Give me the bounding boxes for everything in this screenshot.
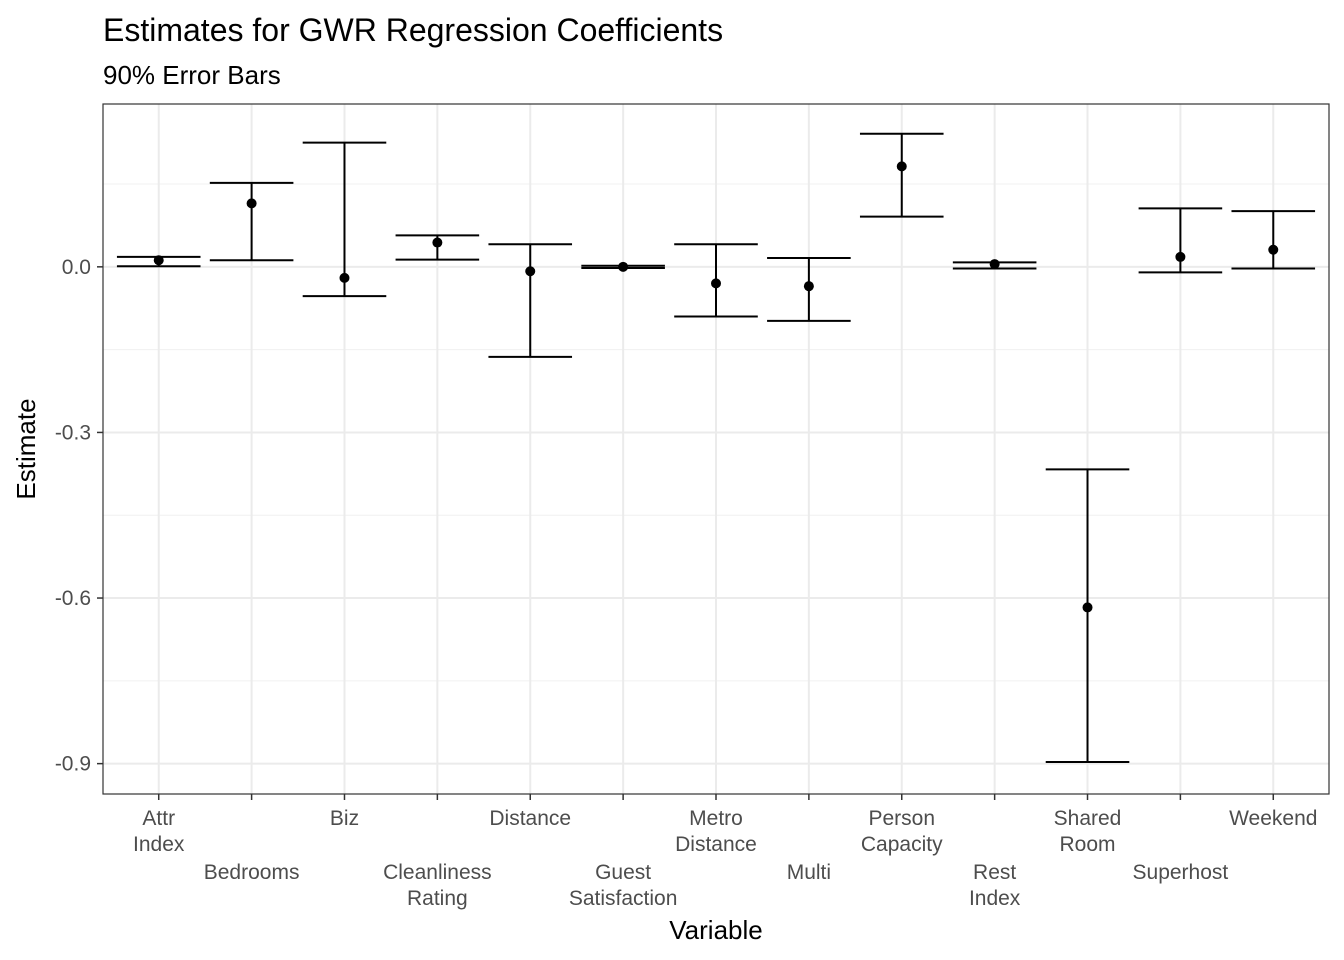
x-tick-label: Rating <box>407 887 468 910</box>
estimate-points <box>153 161 1279 613</box>
x-tick-label: Metro <box>689 807 743 830</box>
x-tick-label: Rest <box>973 861 1016 884</box>
x-tick-label: Room <box>1059 833 1115 856</box>
x-tick-label: Superhost <box>1133 861 1229 884</box>
x-tick-label: Capacity <box>861 833 943 856</box>
estimate-point <box>711 278 721 289</box>
estimate-point <box>432 237 443 248</box>
estimate-point <box>525 266 536 277</box>
estimate-point <box>1268 244 1279 255</box>
x-tick-label: Index <box>969 887 1021 910</box>
x-tick-label: Shared <box>1054 807 1122 830</box>
x-tick-label: Distance <box>675 833 757 856</box>
x-tick-label: Distance <box>489 807 571 830</box>
x-tick-label: Person <box>868 807 935 830</box>
y-axis-title: Estimate <box>11 398 41 499</box>
x-axis-title: Variable <box>669 915 762 945</box>
error-bars <box>116 132 1316 763</box>
y-tick-label: 0.0 <box>62 256 91 279</box>
estimate-point <box>896 161 907 172</box>
chart-title: Estimates for GWR Regression Coefficient… <box>103 12 723 48</box>
x-tick-label: Guest <box>595 861 651 884</box>
estimate-point <box>618 261 629 272</box>
estimate-point <box>246 198 257 209</box>
y-axis: 0.0 -0.3 -0.6 -0.9 <box>55 256 103 776</box>
estimate-point <box>339 272 350 283</box>
x-axis: Attr Index Bedrooms Biz Cleanliness Rating Dis… <box>133 794 1317 910</box>
x-tick-label: Attr <box>142 807 175 830</box>
x-tick-label: Biz <box>330 807 359 830</box>
x-tick-label: Bedrooms <box>204 861 300 884</box>
estimate-point <box>1082 602 1093 613</box>
x-tick-label: Cleanliness <box>383 861 492 884</box>
chart-subtitle: 90% Error Bars <box>103 60 281 90</box>
x-tick-label: Satisfaction <box>569 887 678 910</box>
x-tick-label: Weekend <box>1229 807 1317 830</box>
y-tick-label: -0.3 <box>55 421 91 444</box>
estimate-point <box>1175 251 1186 262</box>
x-tick-label: Multi <box>787 861 831 884</box>
estimate-point <box>803 281 814 292</box>
y-tick-label: -0.6 <box>55 587 91 610</box>
x-tick-label: Index <box>133 833 185 856</box>
estimate-point <box>989 259 1000 270</box>
estimate-point <box>153 255 164 266</box>
y-tick-label: -0.9 <box>55 753 91 776</box>
